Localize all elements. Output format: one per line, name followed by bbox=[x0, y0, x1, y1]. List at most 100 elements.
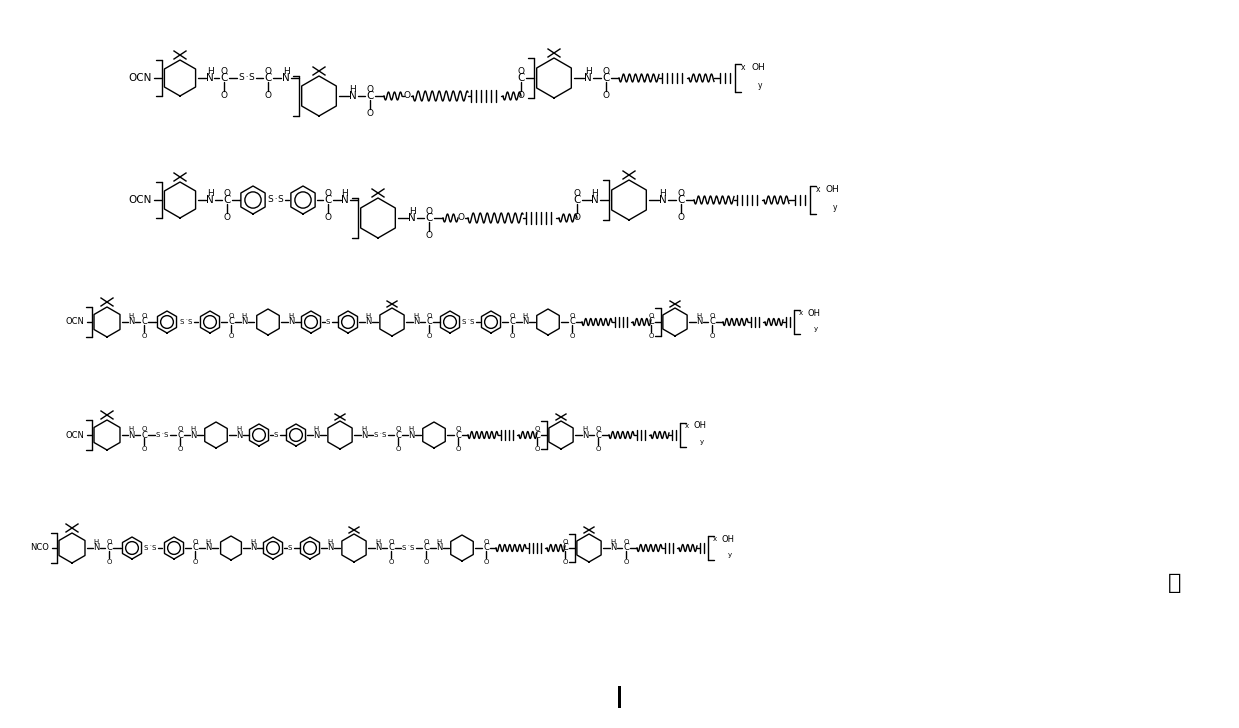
Text: H: H bbox=[250, 539, 255, 545]
Text: O: O bbox=[388, 559, 394, 565]
Text: x: x bbox=[741, 63, 745, 73]
Text: S: S bbox=[410, 545, 414, 551]
Text: H: H bbox=[696, 313, 701, 319]
Text: N: N bbox=[240, 317, 248, 326]
Text: N: N bbox=[282, 73, 290, 83]
Text: O: O bbox=[107, 559, 112, 565]
Text: C: C bbox=[534, 430, 540, 440]
Text: O: O bbox=[455, 446, 461, 452]
Text: x: x bbox=[712, 536, 717, 542]
Text: x: x bbox=[799, 310, 803, 316]
Text: O: O bbox=[483, 559, 488, 565]
Text: O: O bbox=[509, 333, 514, 339]
Text: S: S bbox=[156, 432, 160, 438]
Text: O: O bbox=[602, 90, 610, 100]
Text: O: O bbox=[404, 92, 410, 100]
Text: y: y bbox=[729, 552, 732, 558]
Text: S: S bbox=[164, 432, 169, 438]
Text: H: H bbox=[282, 68, 290, 76]
Text: O: O bbox=[223, 189, 230, 197]
Text: C: C bbox=[455, 430, 461, 440]
Text: N: N bbox=[206, 73, 214, 83]
Text: H: H bbox=[523, 313, 528, 319]
Text: y: y bbox=[833, 204, 838, 213]
Text: C: C bbox=[221, 73, 228, 83]
Text: O: O bbox=[388, 539, 394, 545]
Text: S: S bbox=[238, 74, 244, 82]
Text: C: C bbox=[563, 544, 567, 553]
Text: N: N bbox=[204, 544, 211, 553]
Text: O: O bbox=[574, 213, 581, 221]
Text: S: S bbox=[274, 432, 279, 438]
Text: O: O bbox=[221, 66, 228, 76]
Text: x: x bbox=[815, 186, 820, 194]
Text: N: N bbox=[206, 195, 214, 205]
Text: .: . bbox=[161, 430, 162, 435]
Text: OCN: OCN bbox=[128, 73, 151, 83]
Text: C: C bbox=[395, 430, 401, 440]
Text: C: C bbox=[107, 544, 112, 553]
Text: O: O bbox=[569, 333, 575, 339]
Text: H: H bbox=[313, 426, 318, 432]
Text: N: N bbox=[235, 430, 242, 440]
Text: N: N bbox=[659, 195, 667, 205]
Text: N: N bbox=[610, 544, 616, 553]
Text: OCN: OCN bbox=[64, 430, 84, 440]
Text: O: O bbox=[678, 189, 684, 197]
Text: N: N bbox=[591, 195, 598, 205]
Text: O: O bbox=[221, 90, 228, 100]
Text: O: O bbox=[192, 559, 198, 565]
Text: O: O bbox=[228, 333, 234, 339]
Text: O: O bbox=[483, 539, 488, 545]
Text: O: O bbox=[563, 559, 567, 565]
Text: C: C bbox=[425, 213, 432, 223]
Text: H: H bbox=[409, 207, 415, 216]
Text: S: S bbox=[401, 545, 406, 551]
Text: H: H bbox=[659, 189, 667, 199]
Text: N: N bbox=[349, 91, 357, 101]
Text: O: O bbox=[595, 426, 601, 432]
Text: O: O bbox=[107, 539, 112, 545]
Text: OH: OH bbox=[722, 534, 735, 544]
Text: C: C bbox=[648, 317, 654, 326]
Text: S: S bbox=[278, 196, 282, 205]
Text: N: N bbox=[413, 317, 419, 326]
Text: O: O bbox=[509, 313, 514, 319]
Text: C: C bbox=[422, 544, 429, 553]
Text: O: O bbox=[455, 426, 461, 432]
Text: N: N bbox=[582, 430, 589, 440]
Text: O: O bbox=[569, 313, 575, 319]
Text: O: O bbox=[395, 446, 400, 452]
Text: H: H bbox=[409, 426, 414, 432]
Text: N: N bbox=[341, 195, 349, 205]
Text: S: S bbox=[248, 74, 254, 82]
Text: H: H bbox=[242, 313, 247, 319]
Text: .: . bbox=[379, 430, 380, 435]
Text: C: C bbox=[623, 544, 629, 553]
Text: N: N bbox=[584, 73, 592, 83]
Text: y: y bbox=[814, 326, 818, 332]
Text: OH: OH bbox=[751, 63, 764, 73]
Text: H: H bbox=[207, 68, 213, 76]
Text: O: O bbox=[424, 559, 429, 565]
Text: N: N bbox=[327, 544, 333, 553]
Text: C: C bbox=[602, 73, 610, 83]
Text: N: N bbox=[128, 430, 134, 440]
Text: O: O bbox=[177, 446, 182, 452]
Text: H: H bbox=[414, 313, 419, 319]
Text: O: O bbox=[325, 189, 332, 197]
Text: O: O bbox=[264, 90, 271, 100]
Text: C: C bbox=[678, 195, 685, 205]
Text: N: N bbox=[522, 317, 528, 326]
Text: C: C bbox=[509, 317, 515, 326]
Text: C: C bbox=[709, 317, 715, 326]
Text: N: N bbox=[190, 430, 196, 440]
Text: C: C bbox=[574, 195, 581, 205]
Text: O: O bbox=[367, 84, 373, 93]
Text: C: C bbox=[518, 73, 524, 83]
Text: C: C bbox=[141, 317, 147, 326]
Text: C: C bbox=[177, 430, 183, 440]
Text: .: . bbox=[408, 542, 409, 547]
Text: C: C bbox=[367, 91, 374, 101]
Text: O: O bbox=[678, 213, 684, 221]
